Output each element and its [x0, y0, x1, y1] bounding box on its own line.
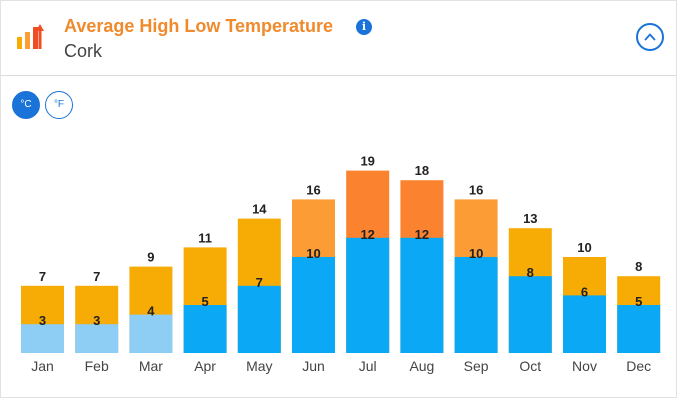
high-temp-label: 13 [523, 211, 537, 226]
month-tick-label: Dec [626, 358, 651, 374]
temperature-chart: 7 3 Jan 7 3 Feb 9 4 Mar 11 5 Apr 14 7 May 16 10 Jun 19 12 Ju… [21, 154, 661, 374]
high-temp-label: 7 [39, 269, 46, 284]
low-temp-bar[interactable] [563, 295, 606, 353]
high-temp-label: 10 [577, 240, 591, 255]
high-temp-label: 18 [415, 163, 429, 178]
low-temp-label: 5 [635, 294, 642, 309]
month-tick-label: Oct [519, 358, 541, 374]
info-icon[interactable]: i [356, 19, 372, 35]
page-title: Average High Low Temperature [64, 16, 334, 36]
temperature-chart-icon [17, 24, 44, 49]
low-temp-bar[interactable] [454, 257, 498, 353]
low-temp-bar[interactable] [346, 237, 390, 353]
low-temp-label: 10 [306, 246, 320, 261]
high-temp-label: 19 [360, 154, 374, 169]
month-tick-label: Feb [85, 358, 109, 374]
low-temp-label: 3 [39, 313, 46, 328]
low-temp-label: 12 [360, 227, 374, 242]
low-temp-bar[interactable] [617, 305, 661, 353]
low-temp-bar[interactable] [75, 324, 119, 353]
low-temp-label: 7 [256, 275, 263, 290]
month-tick-label: Apr [194, 358, 216, 374]
low-temp-label: 3 [93, 313, 100, 328]
low-temp-bar[interactable] [21, 324, 64, 353]
collapse-button[interactable] [636, 23, 664, 51]
month-tick-label: Aug [409, 358, 434, 374]
high-temp-label: 16 [306, 182, 320, 197]
month-tick-label: Jun [302, 358, 325, 374]
month-tick-label: Sep [464, 358, 489, 374]
low-temp-bar[interactable] [400, 237, 444, 353]
month-tick-label: Nov [572, 358, 597, 374]
low-temp-bar[interactable] [183, 305, 227, 353]
low-temp-bar[interactable] [508, 276, 552, 353]
high-temp-label: 16 [469, 182, 483, 197]
month-tick-label: Jul [359, 358, 377, 374]
low-temp-bar[interactable] [129, 314, 173, 353]
low-temp-label: 6 [581, 284, 588, 299]
card-header: Average High Low Temperature i Cork [1, 1, 676, 76]
month-tick-label: Jan [31, 358, 54, 374]
low-temp-label: 10 [469, 246, 483, 261]
low-temp-bar[interactable] [292, 257, 335, 353]
celsius-button[interactable]: °C [12, 91, 40, 119]
month-tick-label: Mar [139, 358, 163, 374]
low-temp-bar[interactable] [237, 285, 281, 353]
high-temp-label: 9 [147, 250, 154, 265]
month-tick-label: May [246, 358, 272, 374]
high-temp-label: 7 [93, 269, 100, 284]
location-name: Cork [64, 41, 103, 61]
low-temp-label: 8 [527, 265, 534, 280]
high-temp-label: 14 [252, 202, 267, 217]
low-temp-label: 4 [147, 304, 155, 319]
high-temp-label: 11 [198, 230, 212, 245]
low-temp-label: 12 [415, 227, 429, 242]
chevron-up-icon [644, 33, 656, 41]
fahrenheit-button[interactable]: °F [45, 91, 73, 119]
high-temp-label: 8 [635, 259, 642, 274]
low-temp-label: 5 [201, 294, 208, 309]
